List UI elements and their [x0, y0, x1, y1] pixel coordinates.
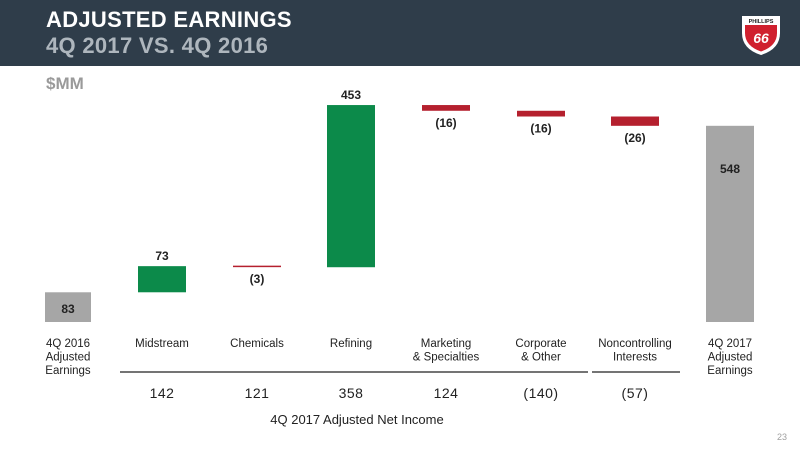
category-label-corporate: & Other: [521, 352, 561, 364]
category-label-marketing: Marketing: [421, 338, 472, 350]
bar-midstream: [138, 266, 186, 293]
bar-noncontrolling: [611, 116, 659, 126]
value-label-noncontrolling: (26): [624, 131, 645, 145]
category-label-noncontrolling: Interests: [613, 352, 657, 364]
bar-refining: [327, 105, 375, 268]
category-label-midstream: Midstream: [135, 338, 189, 350]
net-income-value: 124: [434, 385, 459, 401]
category-label-end: Earnings: [707, 365, 753, 377]
bar-corporate: [517, 110, 565, 117]
value-label-chemicals: (3): [250, 272, 265, 286]
category-label-refining: Refining: [330, 338, 372, 350]
value-label-corporate: (16): [530, 122, 551, 136]
value-label-refining: 453: [341, 88, 361, 102]
net-income-value: (57): [622, 385, 649, 401]
logo-text: PHILLIPS: [749, 19, 774, 25]
value-label-midstream: 73: [155, 249, 169, 263]
slide-title: ADJUSTED EARNINGS: [46, 7, 292, 32]
slide-subtitle: 4Q 2017 VS. 4Q 2016: [46, 33, 269, 58]
category-label-start: Adjusted: [46, 352, 91, 364]
page-number: 23: [776, 432, 787, 442]
category-label-marketing: & Specialties: [413, 352, 480, 364]
category-label-start: Earnings: [45, 365, 91, 377]
phillips-66-logo: PHILLIPS 66: [742, 16, 780, 55]
bar-marketing: [422, 105, 470, 111]
category-label-start: 4Q 2016: [46, 338, 90, 350]
category-label-noncontrolling: Noncontrolling: [598, 338, 672, 350]
bar-end: [706, 125, 754, 322]
header-bar: ADJUSTED EARNINGS 4Q 2017 VS. 4Q 2016 PH…: [0, 0, 800, 66]
category-label-end: 4Q 2017: [708, 338, 752, 350]
logo-number: 66: [753, 30, 769, 46]
net-income-value: 142: [150, 385, 175, 401]
net-income-value: 358: [339, 385, 364, 401]
units-label: $MM: [46, 74, 84, 93]
bar-start: [45, 292, 91, 322]
value-label-end: 548: [720, 162, 740, 176]
category-label-end: Adjusted: [708, 352, 753, 364]
category-label-chemicals: Chemicals: [230, 338, 284, 350]
bar-chemicals: [233, 265, 281, 268]
value-label-start: 83: [61, 302, 75, 316]
net-income-value: (140): [523, 385, 558, 401]
category-label-corporate: Corporate: [515, 338, 566, 350]
net-income-value: 121: [245, 385, 270, 401]
value-label-marketing: (16): [435, 116, 456, 130]
net-income-title: 4Q 2017 Adjusted Net Income: [270, 412, 443, 427]
